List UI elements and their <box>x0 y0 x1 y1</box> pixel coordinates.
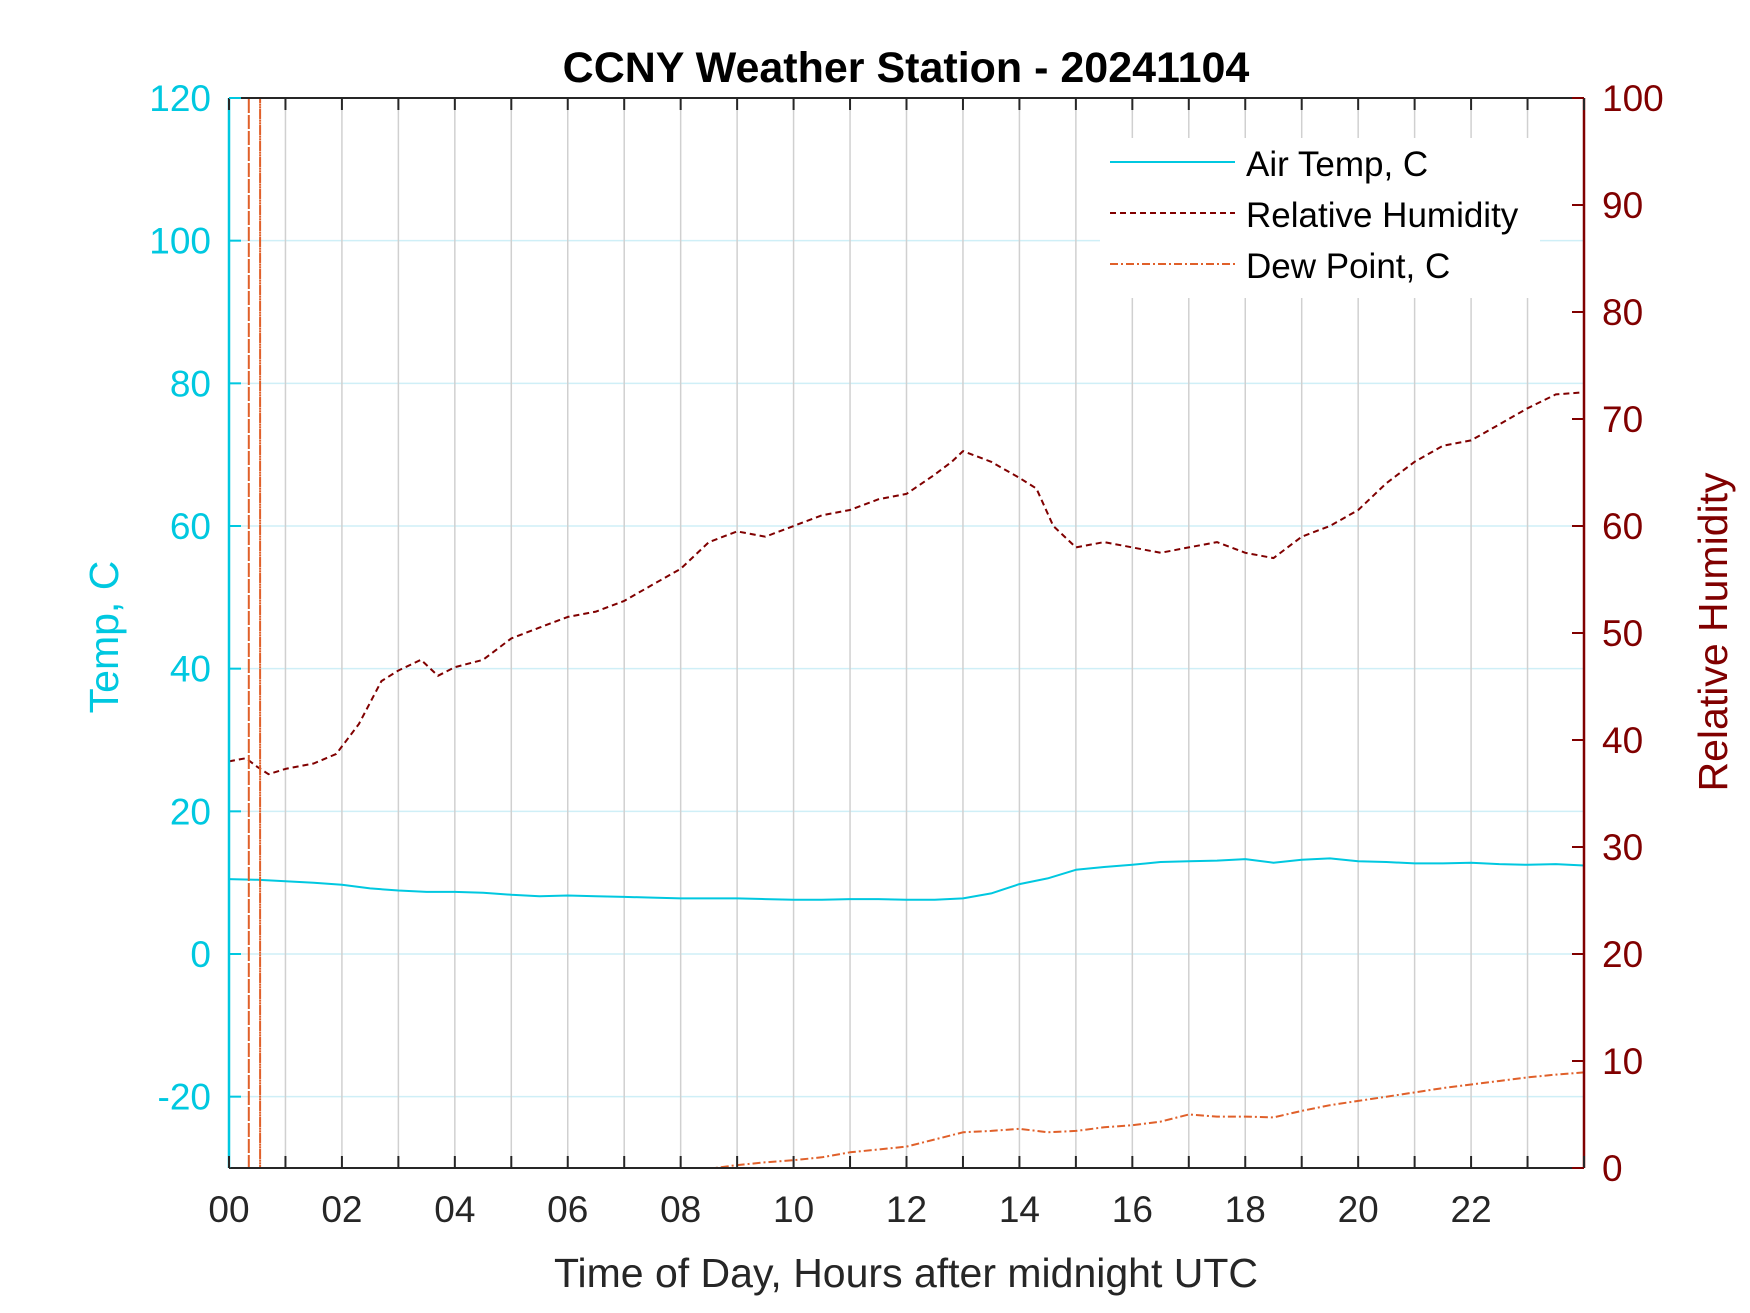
y-left-tick-label: 60 <box>170 506 211 547</box>
x-tick-label: 06 <box>547 1189 588 1230</box>
y-right-tick-label: 30 <box>1602 827 1643 868</box>
y-left-tick-label: 100 <box>149 221 211 262</box>
legend-label-relative-humidity: Relative Humidity <box>1246 196 1519 235</box>
y-right-tick-label: 70 <box>1602 399 1643 440</box>
x-tick-label: 00 <box>208 1189 249 1230</box>
y-left-tick-label: 0 <box>190 934 211 975</box>
y-right-tick-label: 40 <box>1602 720 1643 761</box>
legend-box <box>1100 138 1540 298</box>
x-tick-label: 12 <box>886 1189 927 1230</box>
axes <box>227 97 1586 1169</box>
chart-title: CCNY Weather Station - 20241104 <box>563 44 1250 92</box>
x-tick-label: 10 <box>773 1189 814 1230</box>
y-left-tick-label: 40 <box>170 649 211 690</box>
tick-labels: 00 02 04 06 08 10 12 14 16 18 20 22120100806040200-… <box>149 78 1663 1230</box>
y-right-tick-label: 50 <box>1602 613 1643 654</box>
legend-label-dew-point: Dew Point, C <box>1246 247 1450 286</box>
y-right-tick-label: 0 <box>1602 1148 1623 1189</box>
y-left-tick-label: 20 <box>170 791 211 832</box>
x-tick-label: 08 <box>660 1189 701 1230</box>
y-left-tick-label: 80 <box>170 363 211 404</box>
legend: Air Temp, C Relative Humidity Dew Point,… <box>1100 138 1540 298</box>
y-left-tick-label: -20 <box>158 1077 211 1118</box>
x-tick-label: 22 <box>1451 1189 1492 1230</box>
series-air-temp <box>228 857 1585 901</box>
x-tick-label: 18 <box>1225 1189 1266 1230</box>
x-tick-label: 20 <box>1338 1189 1379 1230</box>
x-axis-label: Time of Day, Hours after midnight UTC <box>554 1250 1258 1296</box>
legend-label-air-temp: Air Temp, C <box>1246 145 1428 184</box>
x-tick-label: 14 <box>999 1189 1040 1230</box>
y-right-tick-label: 90 <box>1602 185 1643 226</box>
y-right-tick-label: 60 <box>1602 506 1643 547</box>
data-series <box>228 97 1585 1169</box>
x-tick-label: 02 <box>321 1189 362 1230</box>
y-right-tick-label: 80 <box>1602 292 1643 333</box>
y-axis-right-label: Relative Humidity <box>1690 472 1736 791</box>
y-right-tick-label: 10 <box>1602 1041 1643 1082</box>
y-axis-left-label: Temp, C <box>81 561 127 714</box>
y-left-tick-label: 120 <box>149 78 211 119</box>
x-tick-label: 16 <box>1112 1189 1153 1230</box>
series-relative-humidity <box>228 391 1585 776</box>
x-tick-label: 04 <box>434 1189 475 1230</box>
y-right-tick-label: 100 <box>1602 78 1664 119</box>
y-right-tick-label: 20 <box>1602 934 1643 975</box>
grid-lines <box>229 97 1584 1168</box>
